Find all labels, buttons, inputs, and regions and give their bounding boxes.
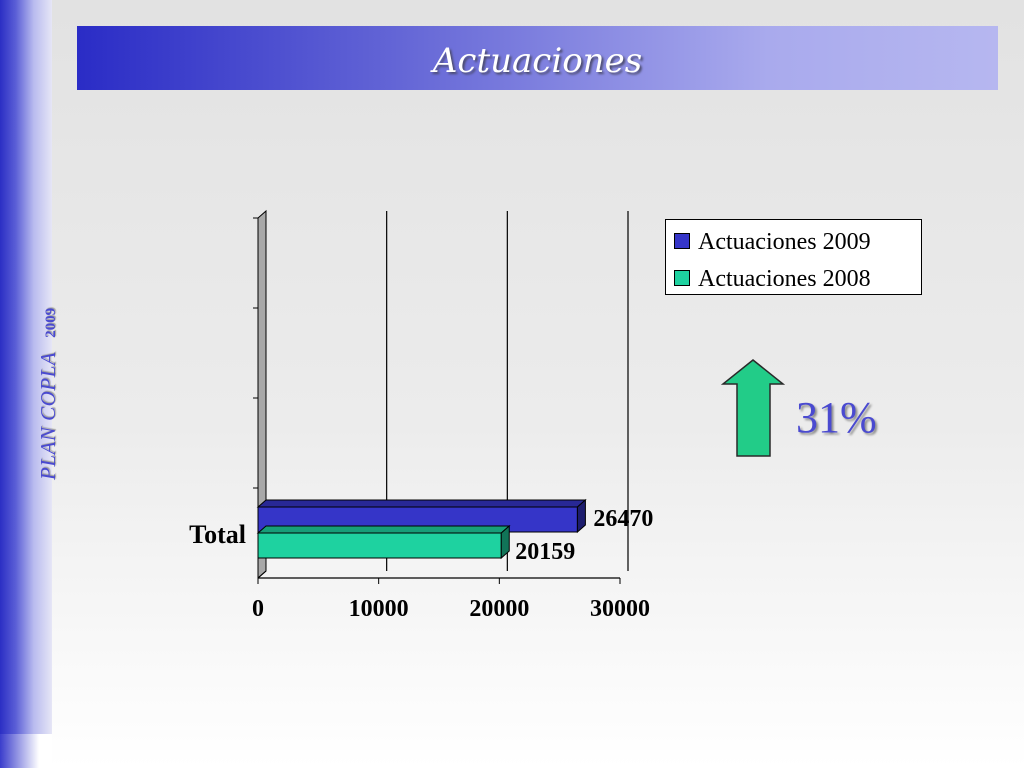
legend-swatch-2008: [674, 270, 690, 287]
bar-end-face: [576, 498, 586, 534]
slide-title: Actuaciones: [432, 41, 643, 81]
category-label: Total: [189, 520, 246, 549]
legend-item-2009: Actuaciones 2009: [674, 230, 871, 254]
legend-item-2008: Actuaciones 2008: [674, 267, 871, 291]
chart-legend: Actuaciones 2009 Actuaciones 2008: [665, 219, 922, 295]
bar-top-face: [256, 499, 587, 508]
x-tick-label: 20000: [469, 596, 529, 622]
side-band-base: [0, 734, 52, 768]
legend-label-2009: Actuaciones 2009: [698, 229, 871, 255]
x-tick-label: 10000: [349, 596, 409, 622]
change-percentage: 31%: [796, 393, 877, 442]
x-tick-label: 30000: [590, 596, 650, 622]
up-arrow-icon: [721, 359, 785, 457]
legend-label-2008: Actuaciones 2008: [698, 266, 871, 292]
data-label: 26470: [593, 506, 653, 532]
title-bar: Actuaciones: [77, 26, 998, 90]
side-band: [0, 0, 52, 768]
floor-edge: [257, 570, 267, 579]
x-tick-label: 0: [252, 596, 264, 622]
bar: [257, 532, 502, 559]
bar-top-face: [256, 525, 511, 534]
bar-end-face: [500, 524, 510, 560]
data-label: 20159: [515, 539, 575, 565]
legend-swatch-2009: [674, 233, 690, 250]
